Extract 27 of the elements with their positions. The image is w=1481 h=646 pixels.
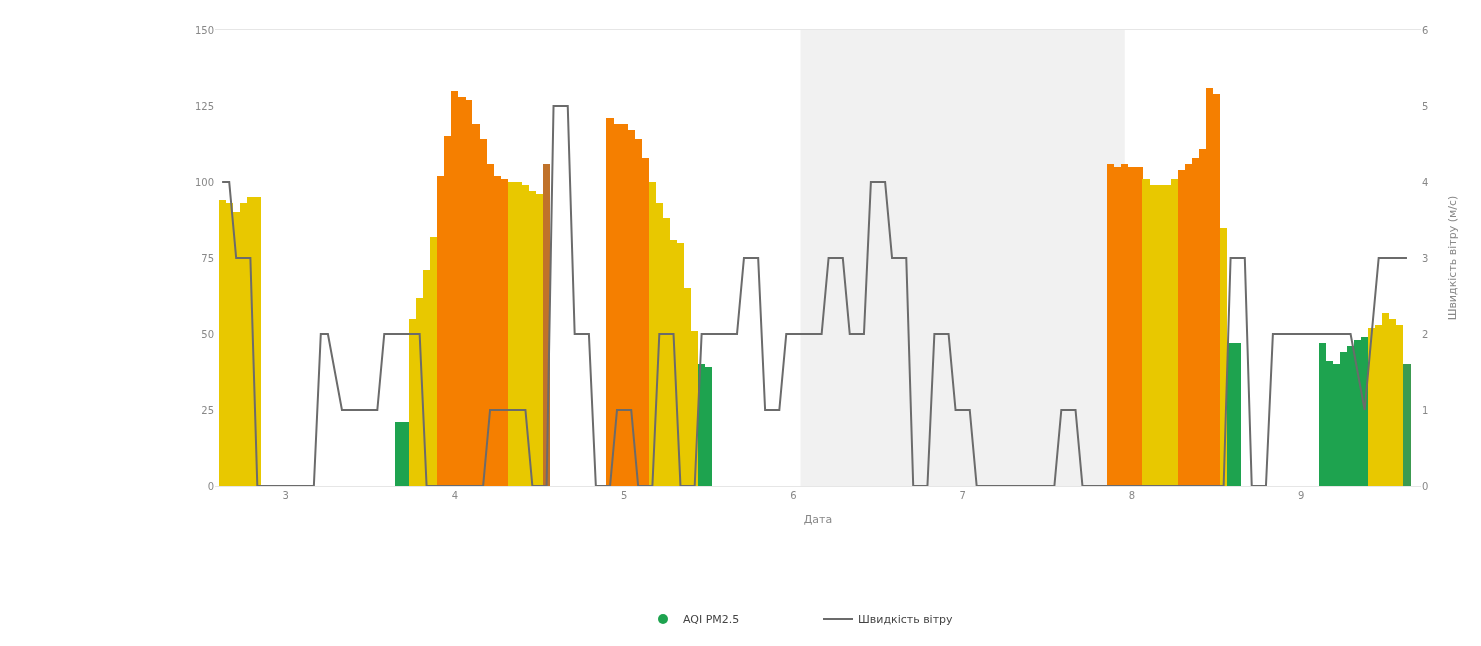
- line-series: [221, 105, 1408, 486]
- y-tick-label: 50: [201, 328, 214, 340]
- x-axis-title: Дата: [803, 513, 833, 527]
- y-tick-label: 0: [207, 480, 214, 492]
- x-tick-label: 8: [1128, 490, 1136, 501]
- x-tick-label: 9: [1297, 490, 1305, 501]
- y2-tick-label: 0: [1422, 480, 1429, 492]
- x-tick-label: 5: [620, 490, 628, 501]
- y-tick-label: 100: [194, 176, 214, 188]
- y2-tick-label: 5: [1422, 100, 1429, 112]
- y2-axis-title: Швидкість вітру (м/с): [1445, 195, 1459, 321]
- y-tick-label: 125: [194, 100, 214, 112]
- legend-label: Швидкість вітру: [858, 613, 954, 627]
- y-tick-label: 75: [201, 252, 214, 264]
- y-tick-label: 150: [194, 24, 214, 36]
- x-tick-label: 4: [451, 490, 459, 501]
- y2-tick-label: 6: [1422, 24, 1429, 36]
- x-tick-label: 3: [282, 490, 289, 501]
- y2-tick-label: 4: [1422, 176, 1429, 188]
- x-tick-label: 6: [790, 490, 797, 501]
- y2-tick-label: 1: [1422, 404, 1429, 416]
- y2-tick-label: 3: [1422, 252, 1429, 264]
- x-tick-label: 7: [959, 490, 966, 501]
- y2-tick-label: 2: [1422, 328, 1429, 340]
- legend-label: AQI PM2.5: [683, 613, 740, 627]
- y-tick-label: 25: [201, 404, 214, 416]
- bar: [1403, 364, 1411, 486]
